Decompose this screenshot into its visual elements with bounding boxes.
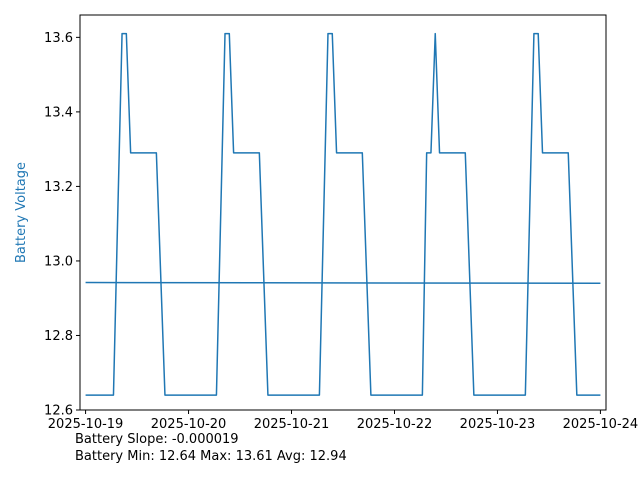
y-tick-label: 13.2	[44, 180, 73, 195]
battery-stats-caption: Battery Min: 12.64 Max: 13.61 Avg: 12.94	[75, 449, 347, 464]
x-tick-label: 2025-10-19	[48, 417, 124, 432]
battery-slope-caption: Battery Slope: -0.000019	[75, 432, 239, 447]
y-axis: 12.6 12.8 13.0 13.2 13.4 13.6	[44, 31, 80, 419]
battery-trend-line	[85, 281, 601, 285]
x-tick-label: 2025-10-22	[357, 417, 433, 432]
y-tick-label: 13.0	[44, 254, 73, 269]
y-tick-label: 12.8	[44, 329, 73, 344]
y-axis-label: Battery Voltage	[14, 162, 29, 263]
x-tick-label: 2025-10-20	[151, 417, 227, 432]
x-tick-label: 2025-10-21	[254, 417, 330, 432]
plot-content	[85, 32, 601, 396]
y-tick-label: 13.6	[44, 31, 73, 46]
plot-frame	[79, 14, 607, 411]
x-tick-label: 2025-10-23	[460, 417, 536, 432]
x-axis: 2025-10-19 2025-10-20 2025-10-21 2025-10-22…	[48, 410, 638, 432]
y-tick-label: 13.4	[44, 105, 73, 120]
x-tick-label: 2025-10-24	[563, 417, 639, 432]
y-tick-label: 12.6	[44, 404, 73, 419]
battery-voltage-line	[85, 32, 601, 396]
